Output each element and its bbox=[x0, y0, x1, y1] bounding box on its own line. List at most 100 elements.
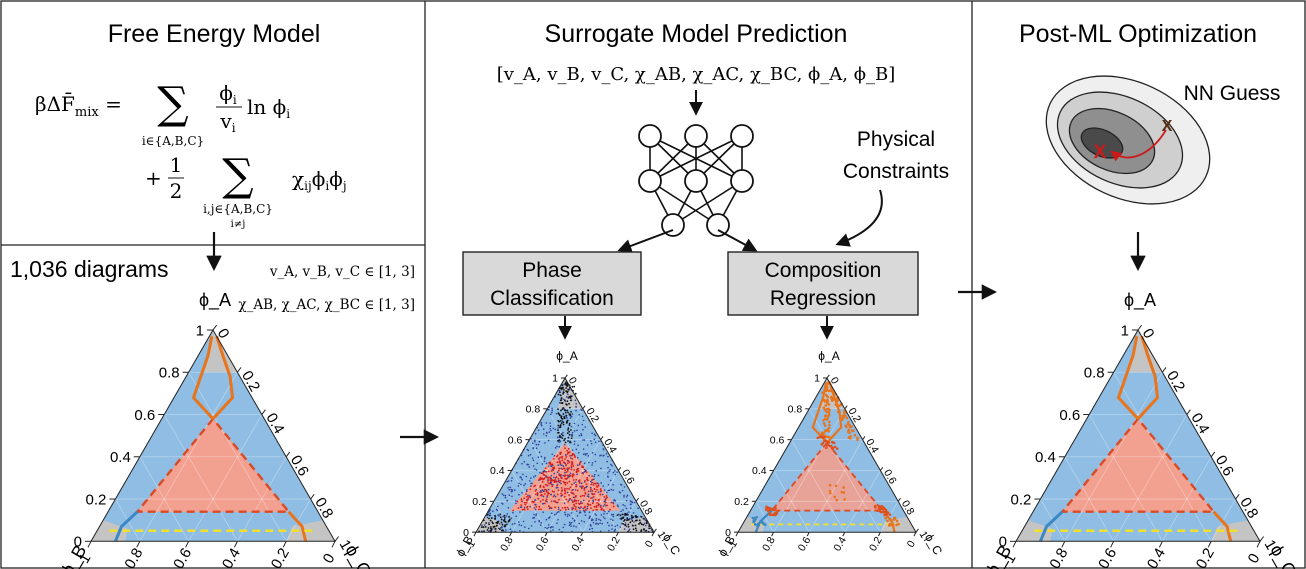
two-phase-dot bbox=[565, 390, 568, 392]
one-phase-dot bbox=[515, 515, 517, 518]
one-phase-dot bbox=[571, 413, 574, 415]
three-phase-dot bbox=[566, 476, 569, 479]
predicted-composition-point bbox=[834, 403, 838, 406]
one-phase-dot bbox=[515, 502, 517, 505]
one-phase-dot bbox=[534, 432, 537, 435]
tick-right bbox=[600, 436, 604, 440]
one-phase-dot bbox=[562, 526, 565, 529]
three-phase-dot bbox=[609, 508, 611, 511]
three-phase-dot bbox=[561, 455, 564, 458]
tick-label-phi-b: 0.2 bbox=[1193, 545, 1218, 569]
three-phase-dot bbox=[562, 461, 565, 464]
binodal-orange-right bbox=[211, 335, 235, 420]
two-phase-dot bbox=[560, 415, 563, 418]
three-phase-dot bbox=[582, 466, 585, 469]
predicted-composition-point bbox=[849, 434, 852, 438]
two-phase-dot bbox=[645, 529, 648, 532]
two-phase-dot bbox=[566, 421, 568, 424]
three-phase-dot bbox=[592, 495, 595, 498]
tick-bottom bbox=[87, 541, 92, 548]
predicted-composition-point bbox=[824, 424, 827, 427]
tick-label-phi-a: 0.6 bbox=[134, 407, 155, 424]
one-phase-dot bbox=[608, 510, 610, 513]
three-phase-dot bbox=[566, 482, 569, 484]
one-phase-dot bbox=[573, 520, 576, 522]
two-phase-dot bbox=[488, 517, 490, 520]
predicted-composition-point bbox=[827, 429, 830, 433]
two-phase-dot bbox=[642, 517, 645, 520]
three-phase-dot bbox=[555, 480, 558, 483]
one-phase-dot bbox=[611, 464, 613, 467]
one-phase-dot bbox=[570, 499, 573, 501]
three-phase-dot bbox=[604, 498, 607, 501]
axis-label-phi-a: ϕ_A bbox=[556, 349, 577, 363]
one-phase-dot bbox=[624, 505, 626, 507]
two-phase-dot bbox=[566, 400, 569, 403]
one-phase-dot bbox=[529, 496, 532, 499]
three-phase-dot bbox=[559, 479, 562, 482]
three-phase-dot bbox=[597, 482, 600, 485]
three-phase-dot bbox=[563, 475, 566, 478]
one-phase-dot bbox=[606, 512, 608, 515]
two-phase-dot bbox=[561, 417, 563, 420]
tick-label-phi-a: 0.6 bbox=[1059, 407, 1080, 424]
three-phase-dot bbox=[568, 451, 571, 453]
predicted-composition-point bbox=[836, 399, 839, 403]
one-phase-dot bbox=[580, 520, 583, 522]
one-phase-dot bbox=[558, 389, 561, 392]
two-phase-dot bbox=[567, 389, 570, 391]
three-phase-dot bbox=[574, 508, 577, 510]
one-phase-dot bbox=[553, 455, 556, 457]
three-phase-dot bbox=[558, 461, 561, 464]
svg-text:1: 1 bbox=[170, 153, 183, 177]
tick-label-phi-b: 0 bbox=[320, 551, 339, 567]
tick-label-phi-a: 0.6 bbox=[508, 434, 523, 446]
one-phase-dot bbox=[511, 523, 514, 525]
postml-title: Post-ML Optimization bbox=[1019, 20, 1257, 48]
predicted-composition-point bbox=[827, 403, 831, 406]
two-phase-dot bbox=[569, 429, 572, 431]
predicted-composition-point bbox=[822, 431, 826, 435]
one-phase-dot bbox=[625, 525, 628, 528]
one-phase-dot bbox=[582, 448, 585, 450]
grid-line bbox=[546, 408, 619, 533]
tick-label-phi-a: 0.8 bbox=[159, 365, 180, 382]
tick-bottom bbox=[473, 531, 477, 537]
two-phase-dot bbox=[492, 526, 495, 528]
predicted-composition-point bbox=[830, 399, 834, 403]
three-phase-dot bbox=[579, 461, 582, 464]
two-phase-dot bbox=[562, 421, 565, 424]
one-phase-dot bbox=[557, 508, 560, 511]
predicted-composition-point bbox=[841, 414, 844, 417]
predicted-composition-point bbox=[835, 498, 839, 502]
predicted-composition-point bbox=[885, 513, 888, 516]
three-phase-dot bbox=[523, 501, 526, 504]
three-phase-dot bbox=[584, 492, 587, 495]
one-phase-dot bbox=[584, 514, 587, 516]
three-phase-dot bbox=[523, 508, 526, 511]
one-phase-dot bbox=[527, 527, 530, 530]
one-phase-dot bbox=[584, 426, 587, 428]
three-phase-dot bbox=[573, 454, 576, 457]
three-phase-dot bbox=[526, 505, 529, 508]
grid-line bbox=[139, 372, 238, 542]
one-phase-dot bbox=[590, 519, 593, 522]
predicted-composition-point bbox=[821, 391, 824, 394]
two-phase-dot bbox=[563, 399, 566, 402]
two-phase-dot bbox=[562, 413, 565, 415]
predicted-composition-point bbox=[828, 408, 831, 412]
two-phase-dot bbox=[559, 436, 562, 438]
one-phase-dot bbox=[610, 463, 612, 466]
one-phase-dot bbox=[574, 399, 577, 402]
three-phase-dot bbox=[534, 490, 537, 492]
tick-right bbox=[653, 528, 657, 533]
three-phase-dot bbox=[602, 509, 605, 512]
two-phase-dot bbox=[559, 419, 562, 422]
two-phase-dot bbox=[559, 426, 562, 428]
one-phase-dot bbox=[547, 526, 550, 529]
one-phase-dot bbox=[534, 503, 536, 506]
tick-bottom bbox=[331, 541, 336, 548]
three-phase-dot bbox=[556, 455, 558, 458]
predicted-composition-point bbox=[828, 489, 832, 493]
